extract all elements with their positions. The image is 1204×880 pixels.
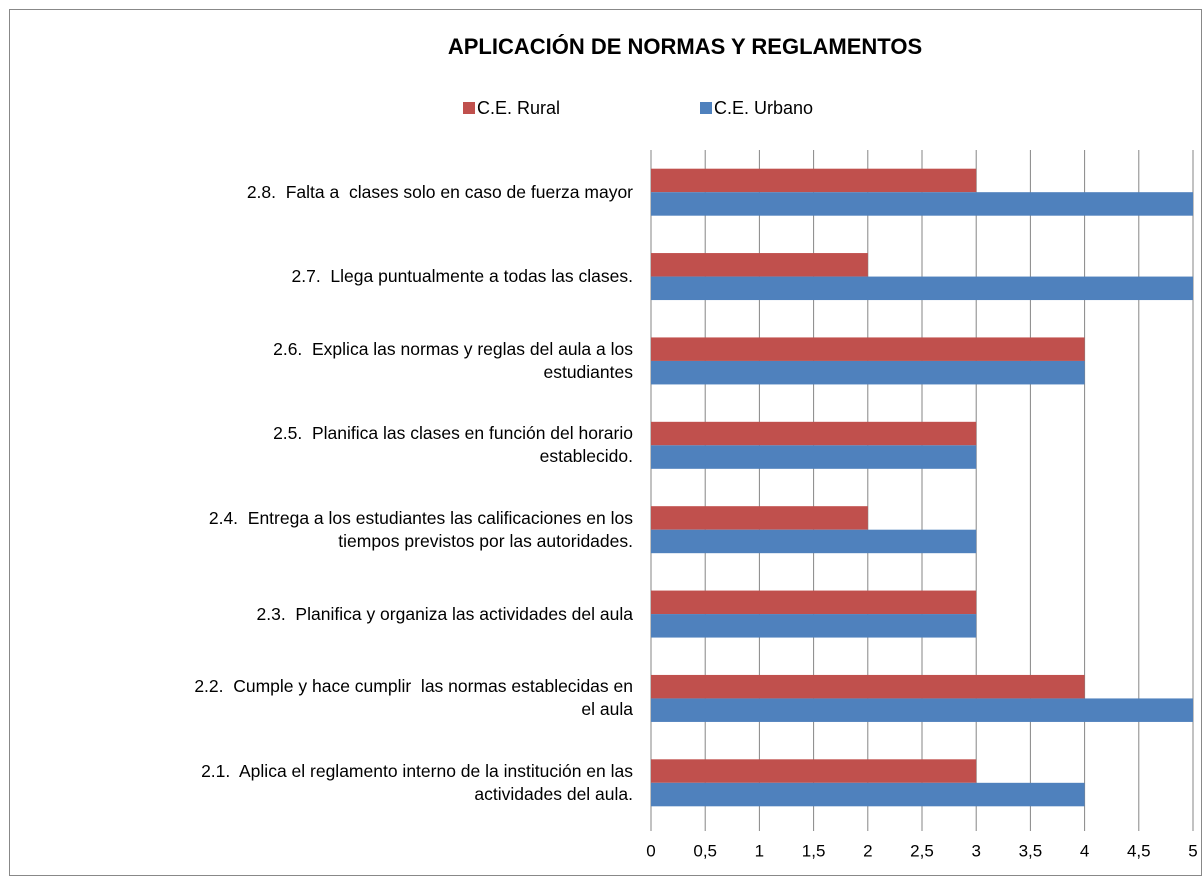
- y-tick-label: 2.1. Aplica el reglamento interno de la …: [201, 760, 633, 804]
- y-tick-label: 2.3. Planifica y organiza las actividade…: [256, 603, 633, 624]
- bar: [651, 421, 977, 446]
- bar: [651, 253, 868, 277]
- chart-border: [9, 9, 1202, 876]
- bar: [651, 506, 868, 530]
- y-tick-label: 2.5. Planifica las clases en función del…: [273, 423, 633, 467]
- chart-title: APLICACIÓN DE NORMAS Y REGLAMENTOS: [448, 34, 922, 59]
- bar: [651, 759, 977, 783]
- y-tick-label: 2.7. Llega puntualmente a todas las clas…: [291, 266, 633, 287]
- y-tick-label: 2.4. Entrega a los estudiantes las calif…: [208, 507, 633, 551]
- legend-label: C.E. Urbano: [714, 98, 813, 118]
- x-tick-label: 0,5: [693, 841, 717, 860]
- x-tick-label: 1: [755, 841, 764, 860]
- bar: [651, 168, 977, 193]
- bar: [651, 276, 1193, 301]
- x-tick-label: 2,5: [910, 841, 934, 860]
- bar: [651, 782, 1085, 807]
- bar: [651, 614, 977, 638]
- bar: [651, 674, 1085, 699]
- bar: [651, 337, 1085, 361]
- x-tick-label: 3: [971, 841, 980, 860]
- bar: [651, 360, 1085, 385]
- bar: [651, 590, 977, 615]
- bar: [651, 698, 1193, 722]
- legend-swatch: [700, 102, 712, 114]
- x-tick-label: 4,5: [1127, 841, 1151, 860]
- x-tick-label: 3,5: [1019, 841, 1043, 860]
- x-tick-label: 1,5: [802, 841, 826, 860]
- y-tick-label: 2.2. Cumple y hace cumplir las normas es…: [194, 676, 633, 720]
- bar: [651, 192, 1193, 216]
- y-tick-label: 2.6. Explica las normas y reglas del aul…: [273, 338, 633, 382]
- x-tick-label: 5: [1188, 841, 1197, 860]
- x-tick-label: 4: [1080, 841, 1089, 860]
- bar: [651, 445, 977, 469]
- y-tick-label: 2.8. Falta a clases solo en caso de fuer…: [246, 181, 633, 202]
- bar: [651, 529, 977, 554]
- x-tick-label: 2: [863, 841, 872, 860]
- legend-swatch: [463, 102, 475, 114]
- legend-label: C.E. Rural: [477, 98, 560, 118]
- x-tick-label: 0: [646, 841, 655, 860]
